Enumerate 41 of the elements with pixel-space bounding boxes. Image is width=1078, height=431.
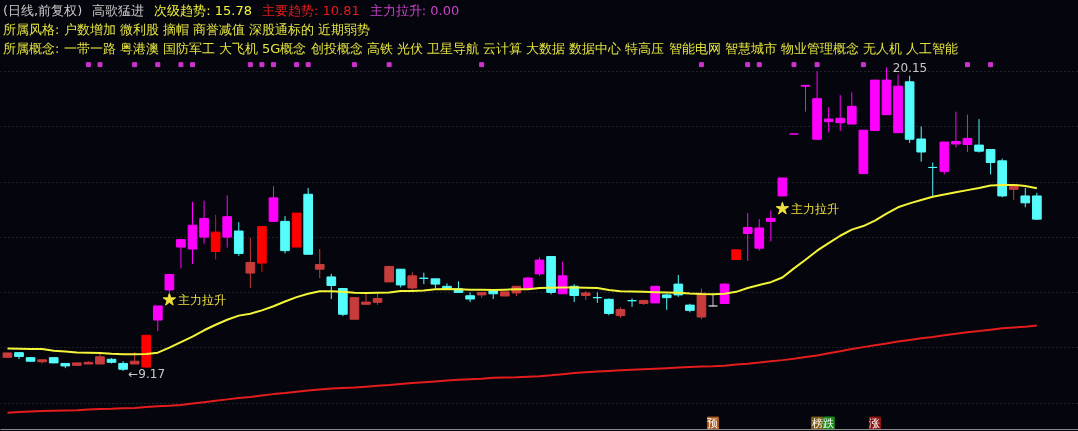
candlestick xyxy=(314,248,325,279)
candlestick xyxy=(152,305,163,332)
annotation: ←9.17 xyxy=(128,367,166,382)
annotation: 20.15 xyxy=(892,60,928,75)
data-label: 预 xyxy=(707,416,719,430)
data-label: 主力拉升 xyxy=(178,292,227,307)
candlestick xyxy=(176,239,186,269)
data-label: 跌 xyxy=(823,416,835,430)
candlestick xyxy=(1032,192,1042,221)
candlestick xyxy=(349,297,360,320)
candlestick xyxy=(268,185,279,222)
candlestick xyxy=(233,221,244,257)
candlestick xyxy=(846,91,857,125)
candlestick xyxy=(708,294,718,308)
candlestick xyxy=(916,126,927,163)
data-label: 涨 xyxy=(869,416,881,430)
text: 次级趋势: 15.78 xyxy=(154,3,253,18)
candlestick xyxy=(696,288,707,320)
candlestick xyxy=(361,292,371,306)
candlestick xyxy=(534,256,545,277)
text: 主要趋势: 10.81 xyxy=(262,3,360,18)
text: 所属概念: 一带一路 粤港澳 国防军工 大飞机 5G概念 创投概念 高铁 光伏 卫星导航 云计算 大数据 数据中心 特高压 智能电网 智慧城市 物业管理概念 无人机 人工智能 xyxy=(3,41,959,56)
candlestick xyxy=(210,214,221,261)
candlestick xyxy=(395,268,406,288)
candlestick xyxy=(245,237,256,289)
candlestick xyxy=(465,291,475,303)
chart-subtitle: 高歌猛进 xyxy=(92,3,145,18)
candlestick xyxy=(765,209,776,243)
chart-title: (日线,前复权) xyxy=(3,3,83,18)
data-label: 主力拉升 xyxy=(791,201,840,216)
text: 所属风格: 户数增加 微利股 摘帽 商誉减值 深股通标的 近期弱势 xyxy=(3,22,371,37)
candlestick xyxy=(222,194,233,249)
candlestick xyxy=(557,261,568,295)
candlestick xyxy=(199,200,209,245)
candlestick xyxy=(974,118,984,154)
text: 主力拉升: 0.00 xyxy=(369,3,460,18)
candlestick xyxy=(326,273,337,300)
data-label: 榜 xyxy=(811,416,823,430)
candlestick xyxy=(800,84,811,113)
candlestick xyxy=(187,201,198,265)
candlestick xyxy=(1020,187,1031,208)
